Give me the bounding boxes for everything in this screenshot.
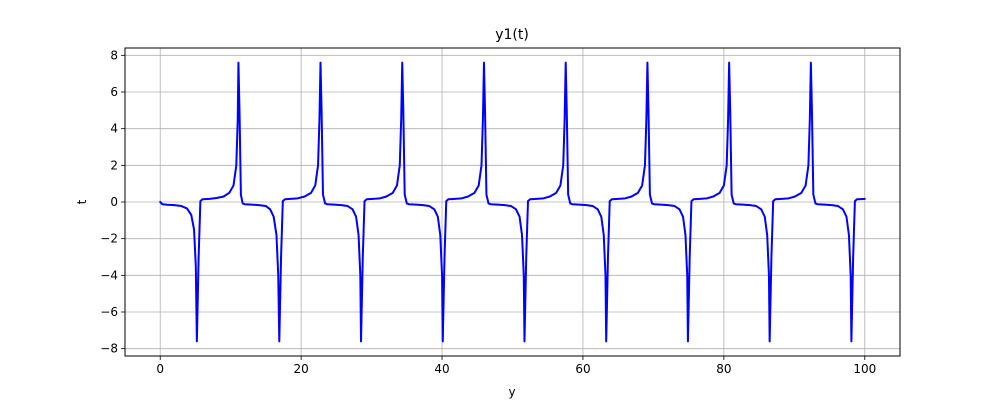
x-tick-label: 0 — [156, 362, 164, 376]
y-tick-label: −8 — [100, 342, 118, 356]
x-ticks: 0 20 40 60 80 100 — [156, 356, 876, 376]
x-axis-label: y — [508, 385, 515, 399]
x-tick-label: 40 — [434, 362, 449, 376]
y-tick-label: 4 — [110, 122, 118, 136]
y-tick-label: 6 — [110, 85, 118, 99]
series-line — [159, 61, 866, 343]
x-tick-label: 80 — [716, 362, 731, 376]
y-tick-label: 8 — [110, 48, 118, 62]
x-tick-label: 100 — [853, 362, 876, 376]
y-tick-label: −6 — [100, 305, 118, 319]
y-tick-label: 2 — [110, 158, 118, 172]
y-tick-label: 0 — [110, 195, 118, 209]
grid — [125, 48, 900, 356]
y-axis-label: t — [75, 199, 89, 204]
y-tick-label: −2 — [100, 232, 118, 246]
x-tick-label: 20 — [293, 362, 308, 376]
y-ticks: −8 −6 −4 −2 0 2 4 6 8 — [100, 48, 125, 356]
x-tick-label: 60 — [575, 362, 590, 376]
y-tick-label: −4 — [100, 268, 118, 282]
chart-title: y1(t) — [495, 27, 529, 43]
